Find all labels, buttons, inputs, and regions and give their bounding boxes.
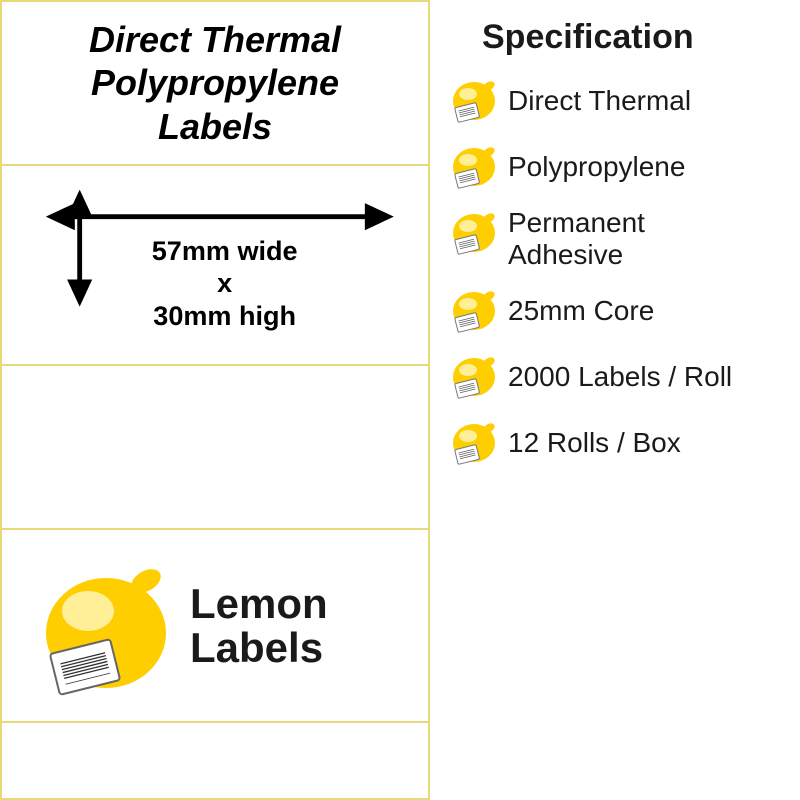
spec-item-text: 25mm Core — [508, 295, 654, 327]
brand-line-1: Lemon — [190, 580, 328, 627]
lemon-bullet-icon — [448, 417, 498, 469]
spec-item: Polypropylene — [448, 141, 792, 193]
brand-line-2: Labels — [190, 624, 323, 671]
spec-item-text: Permanent Adhesive — [508, 207, 645, 271]
brand-label: Lemon Labels — [2, 530, 428, 724]
title-line-2: Polypropylene — [91, 62, 339, 103]
spec-item-text: 12 Rolls / Box — [508, 427, 681, 459]
title-label: Direct Thermal Polypropylene Labels — [2, 2, 428, 166]
spec-item: 2000 Labels / Roll — [448, 351, 792, 403]
spec-heading: Specification — [448, 18, 792, 57]
dimension-diagram: 57mm wide x 30mm high — [18, 178, 412, 352]
lemon-bullet-icon — [448, 207, 498, 259]
blank-label-1 — [2, 366, 428, 530]
lemon-bullet-icon — [448, 351, 498, 403]
label-roll-diagram: Direct Thermal Polypropylene Labels 57mm… — [0, 0, 430, 800]
product-title: Direct Thermal Polypropylene Labels — [18, 18, 412, 148]
dimension-label: 57mm wide x 30mm high — [2, 166, 428, 366]
title-line-1: Direct Thermal — [89, 19, 341, 60]
brand-name: Lemon Labels — [190, 582, 328, 670]
spec-item-text: Direct Thermal — [508, 85, 691, 117]
spec-item: 25mm Core — [448, 285, 792, 337]
width-text: 57mm wide — [152, 236, 298, 266]
height-text: 30mm high — [153, 301, 296, 331]
lemon-bullet-icon — [448, 141, 498, 193]
lemon-bullet-icon — [448, 75, 498, 127]
spec-item: Permanent Adhesive — [448, 207, 792, 271]
specification-panel: Specification Direct Thermal Polypropyle… — [430, 0, 800, 800]
blank-label-2 — [2, 723, 428, 798]
spec-list: Direct Thermal Polypropylene Permanent A… — [448, 75, 792, 469]
spec-item: Direct Thermal — [448, 75, 792, 127]
lemon-icon — [36, 551, 176, 701]
spec-item-text: Polypropylene — [508, 151, 685, 183]
lemon-bullet-icon — [448, 285, 498, 337]
dim-separator: x — [217, 268, 232, 298]
spec-item-text: 2000 Labels / Roll — [508, 361, 732, 393]
brand-logo: Lemon Labels — [18, 551, 412, 701]
title-line-3: Labels — [158, 106, 272, 147]
spec-item: 12 Rolls / Box — [448, 417, 792, 469]
